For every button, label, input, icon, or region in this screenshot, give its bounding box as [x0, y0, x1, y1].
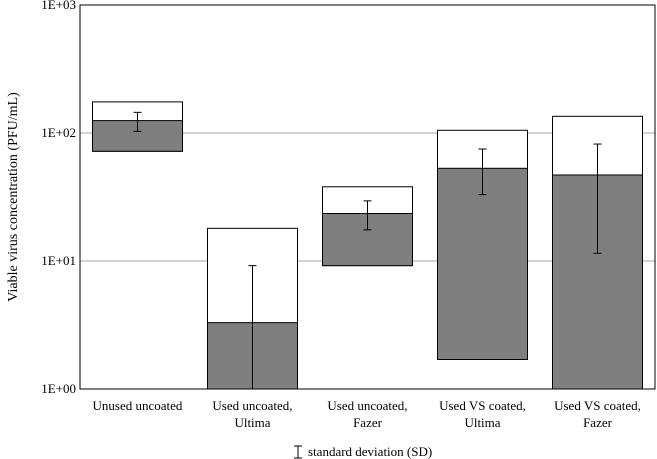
category-labels: Unused uncoated Used uncoated, Ultima Used … [93, 398, 641, 430]
error-bars [133, 111, 602, 389]
category-label: Fazer [583, 415, 613, 430]
y-tick-label: 1E+03 [41, 0, 76, 12]
bars [92, 101, 643, 390]
y-tick-label: 1E+00 [41, 381, 76, 396]
error-bar [133, 111, 142, 132]
category-label: Ultima [464, 415, 500, 430]
y-tick-labels: 1E+00 1E+01 1E+02 1E+03 [41, 0, 76, 396]
error-bar [248, 265, 257, 389]
error-bar [363, 200, 372, 231]
y-tick-label: 1E+02 [41, 125, 76, 140]
category-label: Ultima [234, 415, 270, 430]
legend: standard deviation (SD) [294, 444, 432, 459]
category-label: Used uncoated, [212, 398, 292, 413]
category-label: Fazer [353, 415, 383, 430]
category-label: Used VS coated, [554, 398, 641, 413]
error-bar [593, 143, 602, 254]
y-tick-label: 1E+01 [41, 253, 76, 268]
y-axis-label: Viable virus concentration (PFU/mL) [6, 92, 21, 302]
category-label: Used uncoated, [327, 398, 407, 413]
legend-sd-icon [294, 445, 302, 459]
error-bar [478, 148, 487, 196]
bar-mean [437, 167, 528, 361]
legend-label: standard deviation (SD) [308, 444, 432, 459]
plot-frame [79, 4, 656, 390]
category-label: Used VS coated, [439, 398, 526, 413]
category-label: Unused uncoated [93, 398, 183, 413]
